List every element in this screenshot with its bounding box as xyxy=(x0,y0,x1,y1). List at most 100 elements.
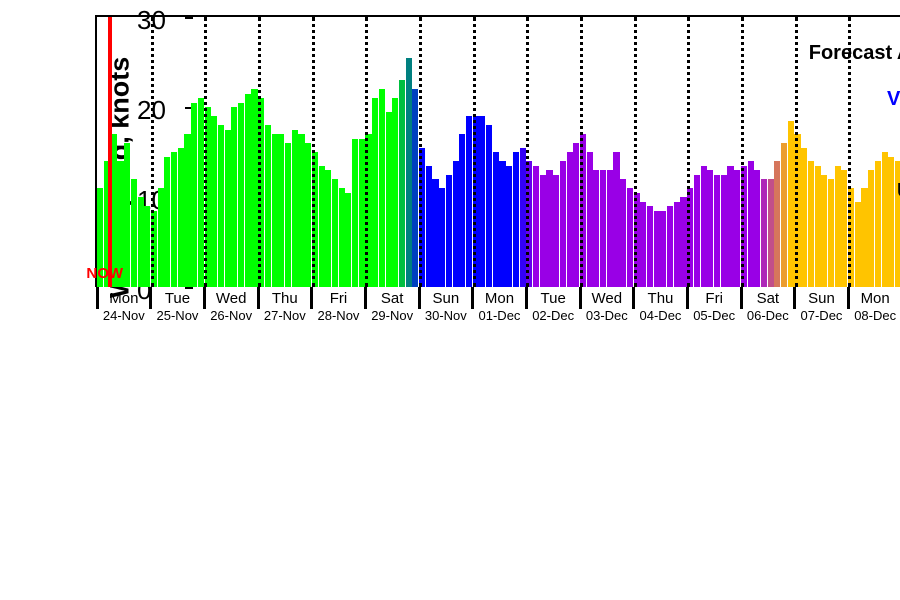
day-separator-solid xyxy=(203,287,206,309)
wind-speed-bar[interactable] xyxy=(446,175,452,288)
wind-speed-bar[interactable] xyxy=(325,170,331,287)
day-gridline-dotted xyxy=(848,17,851,287)
day-gridline-dotted xyxy=(365,17,368,287)
wind-speed-bar[interactable] xyxy=(292,130,298,288)
wind-speed-bar[interactable] xyxy=(499,161,505,287)
wind-speed-bar[interactable] xyxy=(721,175,727,288)
wind-speed-bar[interactable] xyxy=(399,80,405,287)
wind-speed-bar[interactable] xyxy=(855,202,861,288)
wind-speed-bar[interactable] xyxy=(272,134,278,287)
wind-speed-bar[interactable] xyxy=(372,98,378,287)
legend-box: Forecast Accuracy Excellent Very Good Go… xyxy=(747,42,900,203)
wind-speed-bar[interactable] xyxy=(386,112,392,288)
wind-speed-bar[interactable] xyxy=(339,188,345,287)
wind-speed-bar[interactable] xyxy=(453,161,459,287)
wind-speed-bar[interactable] xyxy=(305,143,311,287)
day-separator-solid xyxy=(525,287,528,309)
wind-speed-bar[interactable] xyxy=(714,175,720,288)
wind-speed-bar[interactable] xyxy=(734,170,740,287)
wind-speed-bar[interactable] xyxy=(406,58,412,288)
wind-speed-bar[interactable] xyxy=(124,143,130,287)
wind-speed-bar[interactable] xyxy=(164,157,170,288)
wind-speed-bar[interactable] xyxy=(560,161,566,287)
wind-speed-bar[interactable] xyxy=(546,170,552,287)
wind-speed-bar[interactable] xyxy=(191,103,197,288)
wind-speed-bar[interactable] xyxy=(225,130,231,288)
wind-speed-bar[interactable] xyxy=(620,179,626,287)
wind-speed-bar[interactable] xyxy=(319,166,325,288)
wind-speed-bar[interactable] xyxy=(607,170,613,287)
wind-speed-bar[interactable] xyxy=(479,116,485,287)
wind-speed-bar[interactable] xyxy=(144,206,150,287)
wind-speed-bar[interactable] xyxy=(178,148,184,288)
wind-speed-bar[interactable] xyxy=(131,179,137,287)
wind-speed-bar[interactable] xyxy=(432,179,438,287)
wind-speed-bar[interactable] xyxy=(600,170,606,287)
wind-speed-bar[interactable] xyxy=(439,188,445,287)
wind-speed-bar[interactable] xyxy=(245,94,251,288)
wind-speed-bar[interactable] xyxy=(593,170,599,287)
wind-speed-bar[interactable] xyxy=(640,202,646,288)
wind-speed-bar[interactable] xyxy=(674,202,680,288)
wind-speed-bar[interactable] xyxy=(587,152,593,287)
wind-speed-bar[interactable] xyxy=(654,211,660,288)
wind-speed-bar[interactable] xyxy=(138,197,144,287)
wind-speed-bar[interactable] xyxy=(158,188,164,287)
wind-speed-bar[interactable] xyxy=(707,170,713,287)
wind-speed-bar[interactable] xyxy=(265,125,271,287)
wind-speed-bar[interactable] xyxy=(486,125,492,287)
wind-speed-bar[interactable] xyxy=(218,125,224,287)
day-gridline-dotted xyxy=(419,17,422,287)
day-name-label-2: Wed xyxy=(204,289,258,307)
wind-speed-bar[interactable] xyxy=(198,98,204,287)
day-gridline-dotted xyxy=(687,17,690,287)
wind-speed-bar[interactable] xyxy=(238,103,244,288)
wind-speed-bar[interactable] xyxy=(426,166,432,288)
wind-speed-bar[interactable] xyxy=(412,89,418,287)
wind-speed-bar[interactable] xyxy=(352,139,358,288)
wind-speed-bar[interactable] xyxy=(359,139,365,288)
wind-speed-bar[interactable] xyxy=(466,116,472,287)
wind-speed-bar[interactable] xyxy=(520,148,526,288)
wind-speed-bar[interactable] xyxy=(251,89,257,287)
wind-speed-bar[interactable] xyxy=(184,134,190,287)
wind-speed-bar[interactable] xyxy=(379,89,385,287)
wind-speed-bar[interactable] xyxy=(540,175,546,288)
day-gridline-dotted xyxy=(526,17,529,287)
day-gridline-dotted xyxy=(741,17,744,287)
wind-speed-bar[interactable] xyxy=(667,206,673,287)
wind-speed-bar[interactable] xyxy=(694,175,700,288)
day-separator-solid xyxy=(632,287,635,309)
wind-speed-bar[interactable] xyxy=(211,116,217,287)
wind-speed-bar[interactable] xyxy=(660,211,666,288)
wind-speed-bar[interactable] xyxy=(332,179,338,287)
wind-speed-bar[interactable] xyxy=(727,166,733,288)
wind-speed-bar[interactable] xyxy=(513,152,519,287)
day-name-label-1: Tue xyxy=(151,289,205,307)
legend-item-good: Good xyxy=(747,111,900,134)
wind-speed-bar[interactable] xyxy=(298,134,304,287)
wind-speed-bar[interactable] xyxy=(613,152,619,287)
wind-speed-bar[interactable] xyxy=(573,143,579,287)
wind-speed-bar[interactable] xyxy=(553,175,559,288)
wind-speed-bar[interactable] xyxy=(647,206,653,287)
day-gridline-dotted xyxy=(580,17,583,287)
wind-speed-bar[interactable] xyxy=(493,152,499,287)
day-separator-solid xyxy=(96,287,99,309)
day-name-label-6: Sun xyxy=(419,289,473,307)
wind-speed-bar[interactable] xyxy=(680,197,686,287)
wind-speed-bar[interactable] xyxy=(392,98,398,287)
wind-speed-bar[interactable] xyxy=(701,166,707,288)
wind-speed-bar[interactable] xyxy=(171,152,177,287)
now-marker-line xyxy=(108,17,112,287)
wind-speed-bar[interactable] xyxy=(345,193,351,288)
wind-speed-bar[interactable] xyxy=(459,134,465,287)
wind-speed-bar[interactable] xyxy=(506,166,512,288)
wind-speed-bar[interactable] xyxy=(567,152,573,287)
wind-speed-bar[interactable] xyxy=(285,143,291,287)
wind-speed-bar[interactable] xyxy=(231,107,237,287)
wind-speed-bar[interactable] xyxy=(533,166,539,288)
day-name-label-5: Sat xyxy=(365,289,419,307)
wind-speed-bar[interactable] xyxy=(627,188,633,287)
wind-speed-bar[interactable] xyxy=(278,134,284,287)
